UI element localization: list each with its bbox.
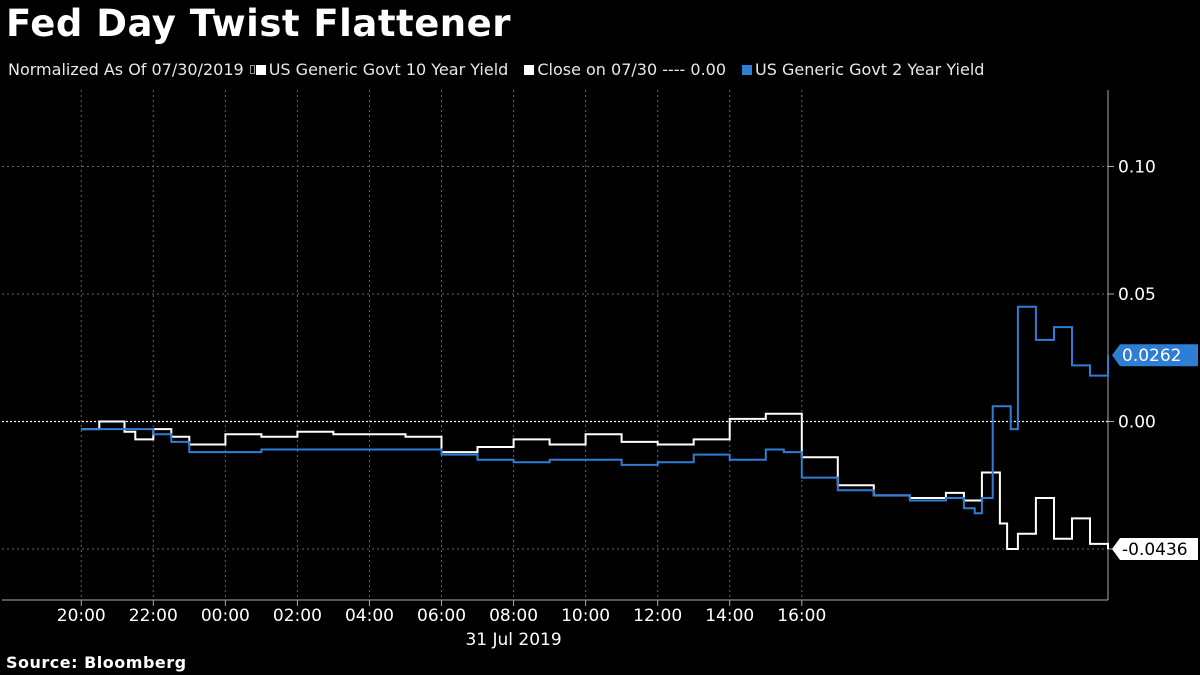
- x-tick-label: 00:00: [201, 606, 250, 626]
- two-year-last-value: 0.0262: [1122, 346, 1181, 366]
- legend-normalized: Normalized As Of 07/30/2019: [8, 60, 244, 79]
- x-date-label: 31 Jul 2019: [465, 630, 561, 650]
- pin-icon: [249, 65, 255, 74]
- ten-year-swatch-icon: [255, 64, 266, 75]
- x-tick-label: 16:00: [777, 606, 826, 626]
- ten-year-last-value: -0.0436: [1122, 540, 1188, 560]
- y-tick-label: 0.10: [1118, 158, 1156, 178]
- x-tick-label: 10:00: [561, 606, 610, 626]
- ten-year-value-tag: [1112, 538, 1198, 560]
- legend-close-label: Close on 07/30 ---- 0.00: [537, 60, 727, 79]
- x-tick-label: 04:00: [345, 606, 394, 626]
- x-tick-label: 02:00: [273, 606, 322, 626]
- x-tick-label: 14:00: [705, 606, 754, 626]
- legend-close: Close on 07/30 ---- 0.00: [508, 60, 726, 79]
- legend-ten-year: US Generic Govt 10 Year Yield: [244, 60, 509, 79]
- chart-title: Fed Day Twist Flattener: [6, 2, 511, 45]
- legend-ten-year-label: US Generic Govt 10 Year Yield: [268, 60, 509, 79]
- series-lines: [81, 305, 1109, 550]
- source-note: Source: Bloomberg: [6, 653, 187, 672]
- legend: Normalized As Of 07/30/2019 US Generic G…: [8, 60, 984, 79]
- two-year-swatch-icon: [742, 64, 753, 75]
- two-year-value-tag: [1112, 344, 1198, 367]
- x-tick-label: 22:00: [129, 606, 178, 626]
- two-year-yield-line: [81, 305, 1109, 515]
- legend-two-year: US Generic Govt 2 Year Yield: [726, 60, 984, 79]
- x-tick-label: 08:00: [489, 606, 538, 626]
- axes: 20:00 22:00 00:00 02:00 04:00 06:00 08:00 10:00…: [2, 90, 1162, 650]
- x-tick-label: 12:00: [633, 606, 682, 626]
- x-tick-label: 06:00: [417, 606, 466, 626]
- y-tick-label: 0.00: [1118, 413, 1156, 433]
- grid: [2, 90, 1108, 600]
- x-tick-label: 20:00: [57, 606, 106, 626]
- y-tick-label: 0.05: [1118, 285, 1156, 305]
- close-swatch-icon: [524, 64, 535, 75]
- last-value-labels: -0.0436 0.0262: [1112, 344, 1198, 560]
- legend-normalized-label: Normalized As Of 07/30/2019: [8, 60, 244, 79]
- legend-two-year-label: US Generic Govt 2 Year Yield: [755, 60, 985, 79]
- ten-year-yield-line: [81, 412, 1109, 550]
